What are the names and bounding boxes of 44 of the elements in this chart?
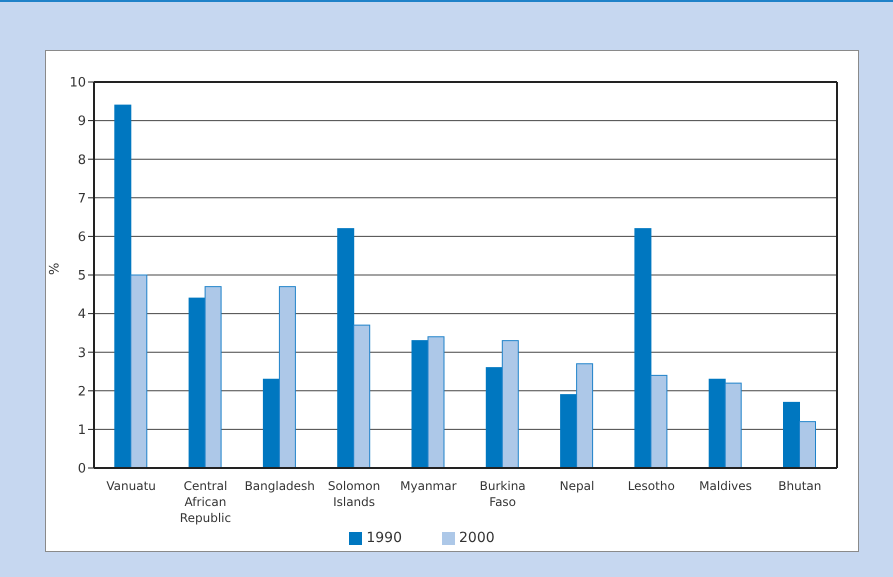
bar [204,286,222,468]
y-tick-label: 5 [78,268,86,284]
x-tick-label: Central African Republic [180,479,232,525]
y-tick-label: 10 [69,76,86,91]
bar [353,324,370,468]
x-tick-label: Bangladesh [244,479,315,493]
bar [262,378,280,468]
legend-label: 2000 [459,530,495,546]
x-tick-label: Bhutan [778,479,822,493]
bar [486,367,503,468]
y-tick-label: 8 [78,152,86,168]
bar [560,394,578,468]
bar [783,402,800,468]
bar [576,363,594,468]
bar [650,374,668,468]
y-tick-label: 6 [78,230,86,246]
bar [502,340,519,468]
x-tick-label: Nepal [560,479,594,493]
y-tick-label: 3 [78,346,86,361]
x-tick-label: Myanmar [400,479,457,493]
bar [412,340,429,468]
bar [188,298,206,468]
legend-label: 1990 [366,530,402,546]
y-tick-label: 7 [78,191,86,206]
bar [708,378,726,468]
bar [278,286,296,468]
x-tick-label: Vanuatu [106,479,156,493]
y-tick-label: 4 [78,307,86,322]
y-axis-title: % [48,262,63,275]
bar [114,104,132,468]
x-tick-label: Burkina Faso [480,479,526,509]
y-tick-label: 0 [78,462,86,477]
y-tick-label: 2 [78,384,86,400]
y-tick-label: 9 [78,114,86,130]
bar [634,228,652,468]
x-tick-label: Lesotho [628,479,675,493]
bar [130,274,148,468]
bar [724,382,742,468]
bar [337,228,354,468]
bar [799,421,816,468]
y-tick-label: 1 [78,423,86,438]
x-tick-label: Solomon Islands [328,479,380,509]
bar [428,336,445,468]
x-tick-label: Maldives [699,479,752,493]
